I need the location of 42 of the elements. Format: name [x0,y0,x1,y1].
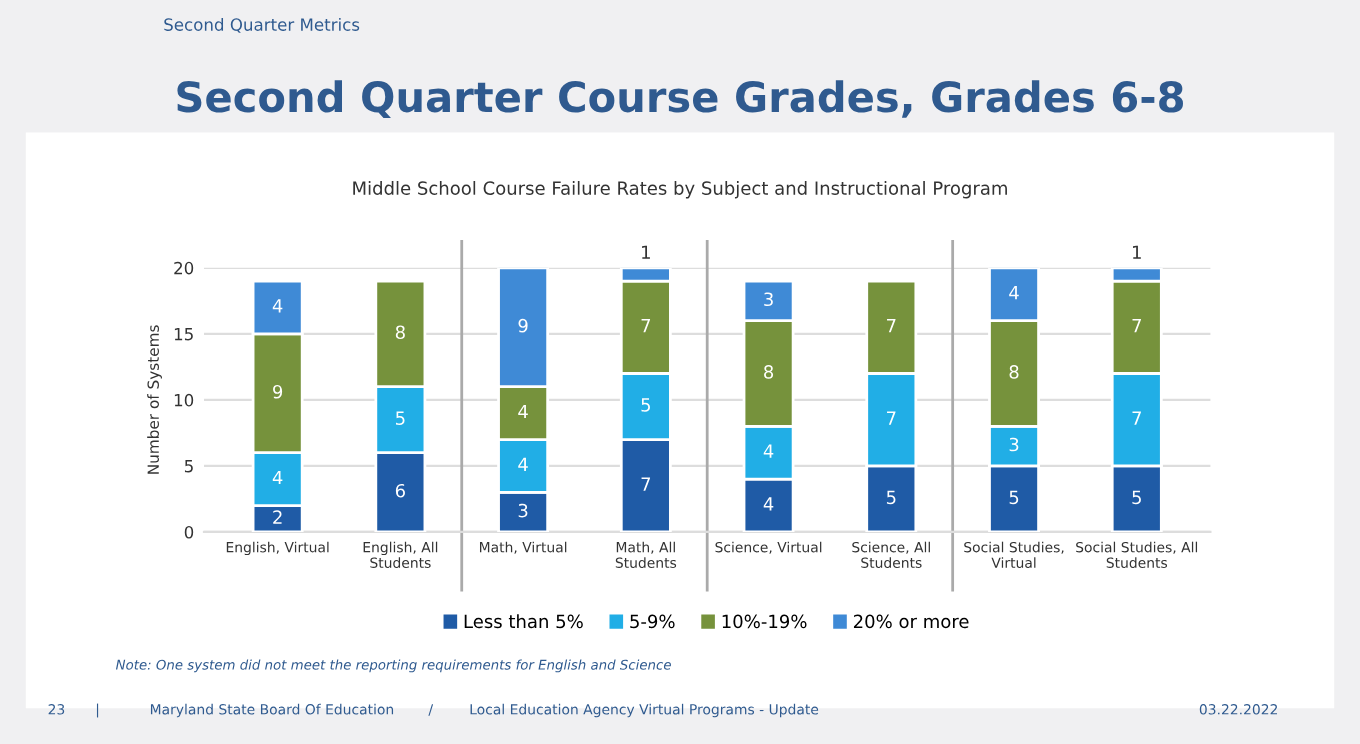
text: Second Quarter Metrics [164,17,360,33]
data-label: 4 [272,470,283,485]
data-label: 5 [886,490,896,505]
data-label: 7 [641,477,651,491]
data-label: 3 [1009,437,1019,452]
data-label: 8 [1009,365,1019,379]
data-label: 4 [763,497,774,511]
data-label: 6 [395,483,405,498]
data-label: 9 [518,318,528,333]
data-label: 5 [641,398,650,412]
chart-title: Second Quarter Course Grades, Grades 6-8 [177,80,1184,119]
data-label: 4 [518,404,528,419]
data-label: 7 [641,319,651,333]
data-label: 7 [1132,411,1141,425]
legend-label: Less than 5% [464,614,583,629]
data-label: 4 [1009,286,1019,300]
data-label: 5 [396,411,405,425]
data-label: 5 [1132,490,1141,505]
data-label: 4 [763,444,774,458]
y-tick-label: 20 [174,261,194,275]
y-tick-label: 15 [174,328,193,341]
data-label: 3 [518,503,528,518]
data-label: 2 [273,510,282,524]
y-tick-label: 5 [184,460,193,473]
data-label: 5 [1009,490,1019,505]
chart-subtitle: Middle School Course Failure Rates by Subject and Instructional Program [353,180,1007,199]
data-label: 7 [887,411,896,425]
data-label: 1 [642,245,650,259]
data-label: 4 [518,457,528,471]
data-label: 8 [395,325,405,340]
y-tick-label: 0 [184,525,194,539]
data-label: 4 [272,299,283,313]
y-tick-label: 10 [174,393,194,407]
legend-label: 20% or more [853,614,969,629]
data-label: 1 [1133,245,1141,259]
legend-label: 5-9% [630,614,675,629]
data-label: 7 [887,319,896,333]
data-label: 7 [1132,319,1141,333]
data-label: 8 [764,365,774,379]
data-label: 9 [273,384,283,399]
data-label: 3 [764,292,773,307]
legend-label: 10%-19% [722,614,807,629]
